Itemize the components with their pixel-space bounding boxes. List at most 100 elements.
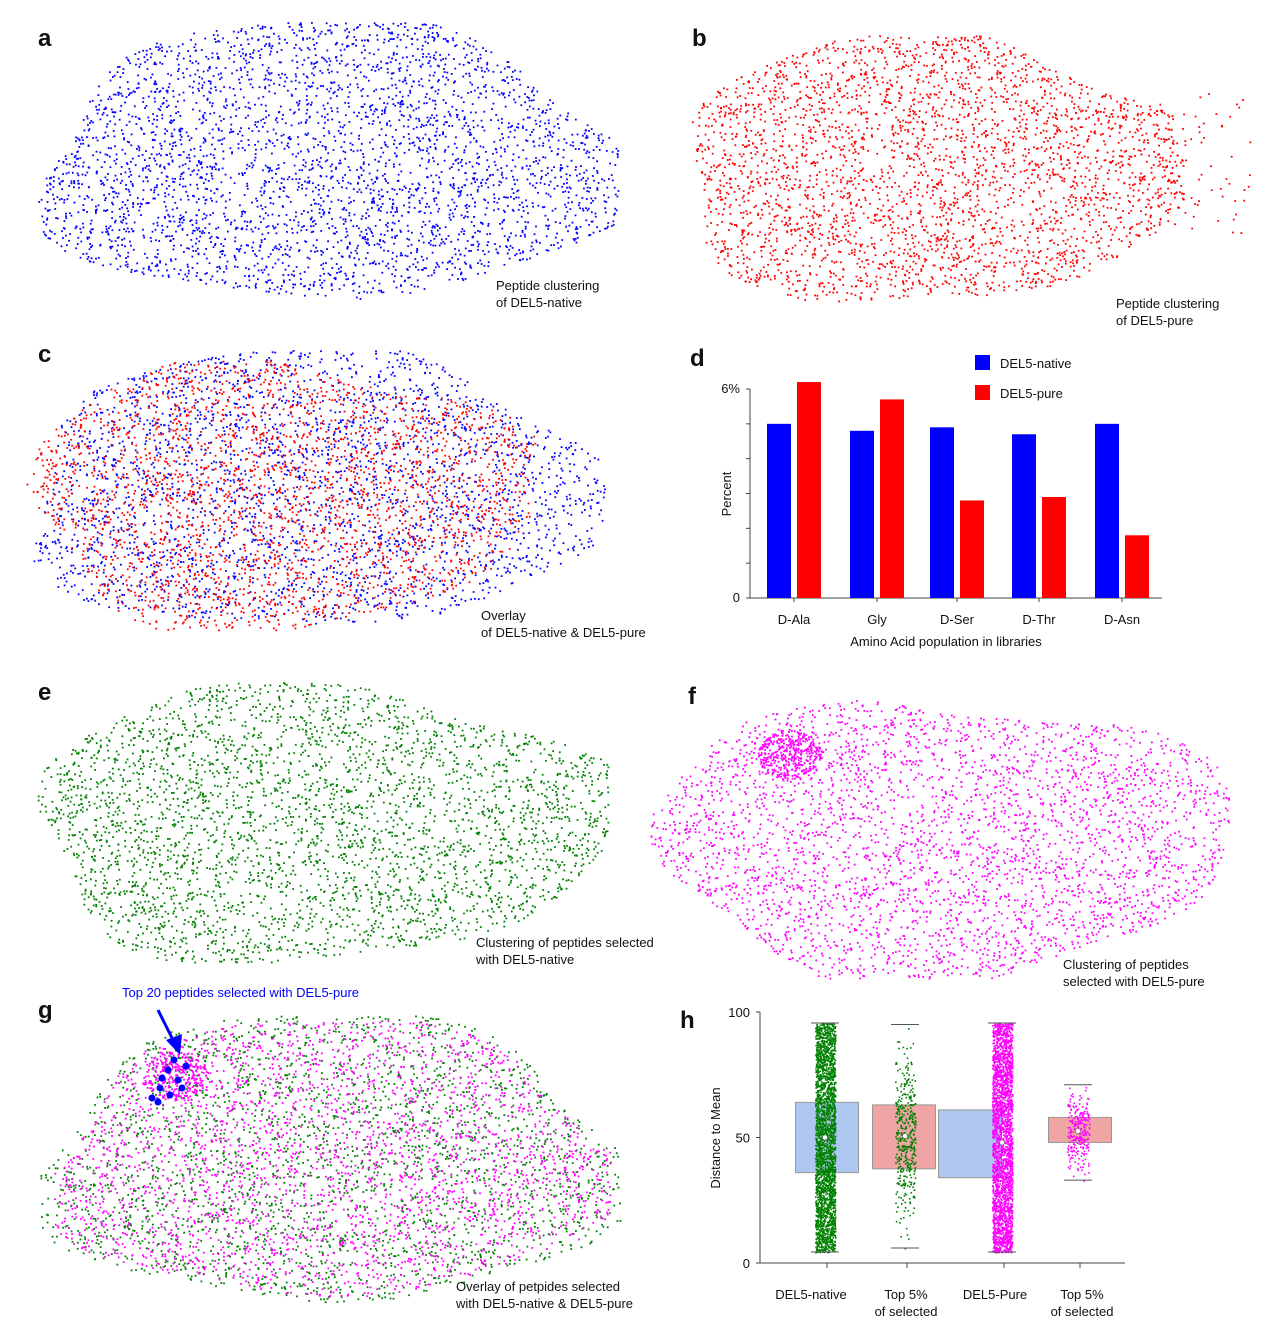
scatter-point	[455, 136, 457, 138]
scatter-point	[604, 207, 606, 209]
scatter-point	[219, 140, 221, 142]
scatter-point	[515, 235, 517, 237]
scatter-point	[466, 207, 468, 209]
scatter-point	[509, 66, 511, 68]
scatter-point	[593, 157, 595, 159]
scatter-point	[164, 168, 166, 170]
scatter-point	[451, 257, 453, 259]
scatter-point	[577, 134, 579, 136]
scatter-point	[183, 151, 185, 153]
scatter-point	[156, 186, 158, 188]
scatter-point	[399, 111, 401, 113]
scatter-point	[78, 174, 80, 176]
scatter-point	[393, 215, 395, 217]
scatter-point	[367, 209, 369, 211]
scatter-point	[335, 227, 337, 229]
scatter-point	[475, 112, 477, 114]
scatter-point	[122, 219, 124, 221]
scatter-point	[318, 203, 320, 205]
scatter-point	[828, 84, 830, 86]
scatter-point	[735, 91, 737, 93]
scatter-point	[435, 59, 437, 61]
scatter-point	[576, 233, 578, 235]
scatter-point	[255, 149, 257, 151]
scatter-point	[829, 136, 831, 138]
scatter-point	[372, 148, 374, 150]
scatter-point	[866, 180, 868, 182]
scatter-point	[902, 120, 904, 122]
scatter-point	[1011, 94, 1013, 96]
scatter-point	[124, 102, 126, 104]
scatter-point	[589, 187, 591, 189]
scatter-point	[419, 200, 421, 202]
scatter-point	[887, 199, 889, 201]
scatter-point	[380, 206, 382, 208]
scatter-point	[208, 80, 210, 82]
scatter-point	[432, 227, 434, 229]
scatter-point	[956, 266, 958, 268]
scatter-point	[462, 110, 464, 112]
scatter-point	[198, 63, 200, 65]
scatter-point	[313, 68, 315, 70]
scatter-point	[435, 235, 437, 237]
scatter-point	[371, 207, 373, 209]
scatter-point	[965, 77, 967, 79]
scatter-point	[385, 144, 387, 146]
scatter-point	[108, 193, 110, 195]
scatter-point	[93, 261, 95, 263]
scatter-point	[86, 211, 88, 213]
scatter-point	[855, 124, 857, 126]
scatter-point	[578, 180, 580, 182]
scatter-point	[725, 112, 727, 114]
scatter-point	[127, 210, 129, 212]
scatter-point	[341, 200, 343, 202]
scatter-point	[509, 236, 511, 238]
scatter-point	[1081, 84, 1083, 86]
scatter-point	[361, 174, 363, 176]
scatter-point	[364, 57, 366, 59]
scatter-point	[1077, 134, 1079, 136]
scatter-point	[244, 212, 246, 214]
scatter-point	[88, 167, 90, 169]
scatter-point	[306, 38, 308, 40]
scatter-point	[294, 111, 296, 113]
scatter-point	[930, 151, 932, 153]
scatter-point	[392, 208, 394, 210]
scatter-point	[607, 226, 609, 228]
scatter-point	[199, 119, 201, 121]
scatter-point	[380, 233, 382, 235]
scatter-point	[697, 135, 699, 137]
scatter-point	[458, 196, 460, 198]
scatter-point	[114, 222, 116, 224]
scatter-point	[469, 45, 471, 47]
scatter-point	[458, 169, 460, 171]
scatter-point	[225, 98, 227, 100]
scatter-point	[478, 186, 480, 188]
scatter-point	[436, 224, 438, 226]
scatter-point	[138, 149, 140, 151]
scatter-point	[168, 194, 170, 196]
scatter-point	[112, 204, 114, 206]
scatter-point	[606, 187, 608, 189]
scatter-point	[408, 212, 410, 214]
scatter-point	[317, 144, 319, 146]
scatter-point	[414, 33, 416, 35]
scatter-point	[179, 218, 181, 220]
scatter-point	[157, 178, 159, 180]
scatter-point	[155, 46, 157, 48]
scatter-point	[302, 39, 304, 41]
scatter-point	[422, 45, 424, 47]
scatter-point	[183, 100, 185, 102]
scatter-point	[546, 249, 548, 251]
scatter-point	[356, 169, 358, 171]
scatter-point	[412, 183, 414, 185]
scatter-point	[248, 102, 250, 104]
scatter-point	[613, 214, 615, 216]
scatter-point	[147, 117, 149, 119]
scatter-point	[612, 151, 614, 153]
scatter-point	[313, 146, 315, 148]
scatter-point	[399, 80, 401, 82]
scatter-point	[547, 167, 549, 169]
scatter-point	[297, 153, 299, 155]
scatter-point	[477, 60, 479, 62]
